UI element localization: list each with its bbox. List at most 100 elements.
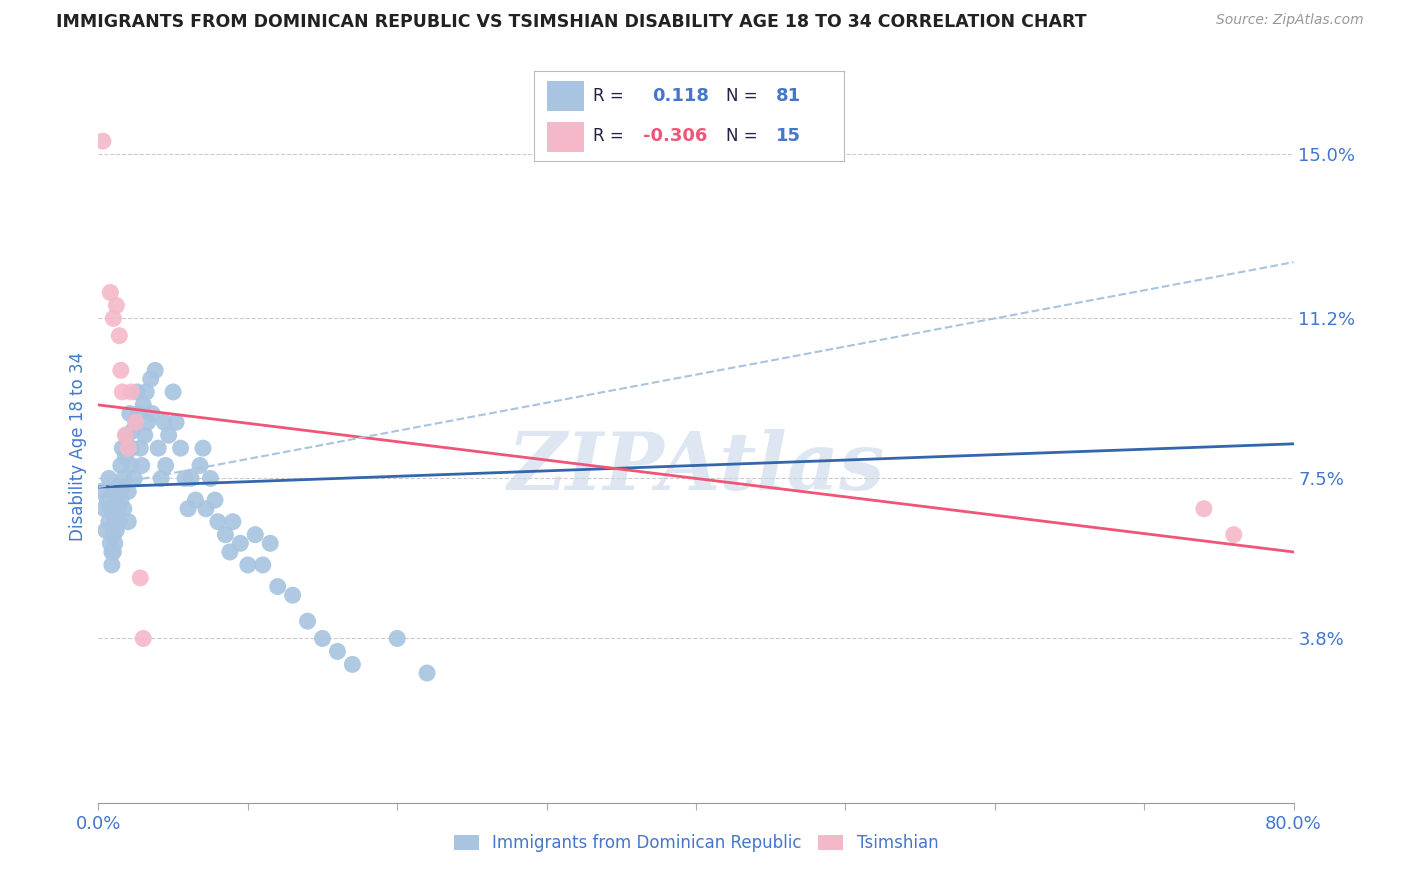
Point [111,384,134,399]
Point [103,484,125,499]
Point [165,415,187,429]
Legend: Immigrants from Dominican Republic, Tsimshian: Immigrants from Dominican Republic, Tsim… [447,828,945,859]
Point [148,441,170,455]
Bar [547,122,583,152]
Point [155,458,177,473]
Point [128,407,150,421]
Point [157,428,180,442]
Point [162,384,184,399]
Point [111,480,134,494]
Point [132,632,155,646]
Text: 0.118: 0.118 [652,87,709,105]
Point [267,580,290,594]
Point [195,501,218,516]
Point [259,536,281,550]
Point [112,471,135,485]
Point [97,515,120,529]
Text: IMMIGRANTS FROM DOMINICAN REPUBLIC VS TSIMSHIAN DISABILITY AGE 18 TO 34 CORRELAT: IMMIGRANTS FROM DOMINICAN REPUBLIC VS TS… [56,13,1087,31]
Point [229,536,252,550]
Point [94,524,117,538]
Point [135,384,157,399]
Point [124,471,146,485]
Point [416,666,439,681]
Point [174,471,197,485]
Bar [547,81,583,111]
Text: R =: R = [593,87,624,105]
Point [214,527,236,541]
Point [107,501,129,516]
Point [129,441,152,455]
Point [120,384,142,399]
Point [107,480,129,494]
Point [1192,501,1215,516]
Point [169,441,191,455]
Point [108,328,131,343]
Point [326,644,349,658]
Point [180,471,202,485]
Text: Source: ZipAtlas.com: Source: ZipAtlas.com [1216,13,1364,28]
Point [132,398,155,412]
Point [114,428,136,442]
Text: ZIPAtlas: ZIPAtlas [508,429,884,506]
Point [105,524,128,538]
Point [222,515,245,529]
Point [104,536,127,550]
Point [120,441,142,455]
Point [236,558,259,572]
Point [120,458,142,473]
Point [110,458,132,473]
Point [117,515,139,529]
Point [141,407,163,421]
Point [98,285,122,300]
Point [1223,527,1246,541]
Point [111,441,134,455]
Point [204,493,226,508]
Point [129,571,152,585]
Point [104,515,127,529]
Point [184,493,207,508]
Point [103,527,125,541]
Point [118,407,141,421]
Point [101,545,124,559]
Point [117,441,139,455]
Point [96,493,118,508]
Point [191,441,214,455]
Point [385,632,409,646]
Point [297,614,319,628]
Point [91,134,114,148]
Text: -0.306: -0.306 [643,128,707,145]
Point [103,545,125,559]
Point [98,536,122,550]
Point [219,545,242,559]
Point [105,493,128,508]
Point [114,450,136,464]
Text: 81: 81 [776,87,800,105]
Point [200,471,222,485]
Y-axis label: Disability Age 18 to 34: Disability Age 18 to 34 [69,351,87,541]
Point [177,501,200,516]
Text: R =: R = [593,128,624,145]
Point [108,515,131,529]
Point [245,527,267,541]
Point [139,372,162,386]
Point [252,558,274,572]
Point [103,311,125,326]
Point [121,424,143,438]
Point [143,363,166,377]
Point [110,493,132,508]
Point [153,415,176,429]
Point [127,384,149,399]
Point [281,588,304,602]
Point [150,471,173,485]
Point [125,415,148,429]
Point [115,428,138,442]
Point [105,298,128,312]
Point [131,458,153,473]
Text: N =: N = [725,87,758,105]
Point [207,515,229,529]
Text: 15: 15 [776,128,800,145]
Point [134,428,156,442]
Point [342,657,364,672]
Point [117,484,139,499]
Point [136,415,159,429]
